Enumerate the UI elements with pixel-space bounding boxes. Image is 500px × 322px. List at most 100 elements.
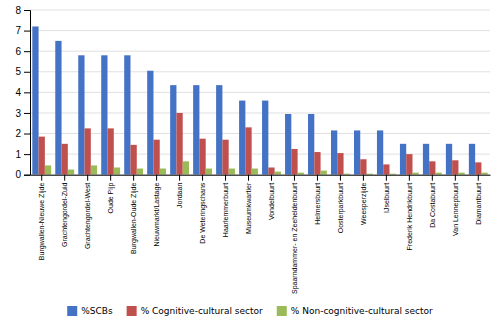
grid-line: [30, 92, 490, 93]
y-tick-mark: [24, 51, 30, 52]
x-tick-mark: [386, 175, 387, 181]
x-tick-label: Van Lennepbuurt: [452, 183, 460, 236]
legend-label: % Cognitive-cultural sector: [141, 306, 263, 316]
bar: [475, 162, 481, 174]
y-tick: 1: [15, 149, 30, 160]
y-tick-label: 4: [15, 87, 21, 98]
x-tick: Burgwallen-Oude Zijde: [130, 175, 138, 254]
x-tick-mark: [202, 175, 203, 181]
bar: [124, 55, 130, 174]
x-tick: Da Costabuurt: [429, 175, 436, 228]
y-axis: 012345678: [15, 5, 30, 181]
grid-line: [30, 30, 490, 31]
bar: [337, 153, 343, 175]
y-tick: 0: [15, 169, 30, 180]
x-tick: Diamantbuurt: [475, 175, 482, 225]
x-tick-label: Vondelbuurt: [268, 183, 275, 220]
bar: [147, 71, 153, 175]
x-tick-label: Spaarndammer- en Zeeheldenbuurt: [291, 183, 299, 294]
x-tick-mark: [317, 175, 318, 181]
y-tick-label: 5: [15, 66, 21, 77]
y-tick-label: 7: [15, 25, 21, 36]
bar: [160, 169, 166, 175]
bar: [390, 174, 396, 175]
bar: [446, 144, 452, 175]
y-tick: 4: [15, 87, 30, 98]
y-tick-mark: [24, 31, 30, 32]
x-tick-mark: [87, 175, 88, 181]
x-tick-label: De Weteringschans: [199, 182, 207, 243]
bar: [229, 169, 235, 175]
y-tick-mark: [24, 113, 30, 114]
legend: %SCBs % Cognitive-cultural sector % Non-co…: [67, 306, 433, 316]
bar: [360, 159, 366, 174]
y-tick-label: 6: [15, 46, 21, 57]
bar: [412, 173, 418, 175]
legend-label: %SCBs: [81, 306, 113, 316]
bar: [222, 140, 228, 175]
x-tick: Frederik Hendrikbuurt: [406, 175, 413, 251]
bar: [239, 101, 245, 175]
y-tick: 7: [15, 25, 30, 36]
x-tick-label: Grachtengordel-Zuid: [61, 183, 69, 247]
bar-series: [39, 113, 482, 175]
x-tick-mark: [248, 175, 249, 181]
x-tick-label: Frederik Hendrikbuurt: [406, 183, 413, 251]
bar: [429, 161, 435, 174]
chart: 012345678Burgwallen-Nieuwe ZijdeGrachten…: [0, 0, 500, 322]
x-tick-label: Nieuwmarkt/Lastage: [153, 183, 161, 247]
grid-line: [30, 51, 490, 52]
y-tick-mark: [24, 154, 30, 155]
x-tick: Oosterparkbuurt: [337, 175, 345, 234]
y-tick: 3: [15, 108, 30, 119]
bar: [206, 169, 212, 175]
y-tick-mark: [24, 72, 30, 73]
x-tick: Oude Pijp: [107, 175, 115, 214]
bar: [452, 160, 458, 174]
bar: [331, 130, 337, 174]
bar: [85, 128, 91, 174]
bar: [354, 130, 360, 174]
grid-line: [30, 71, 490, 72]
x-tick: Grachtengordel-Zuid: [61, 175, 69, 247]
y-tick: 6: [15, 46, 30, 57]
x-tick-label: Oude Pijp: [107, 183, 115, 214]
bar: [130, 145, 136, 175]
x-tick-mark: [363, 175, 364, 181]
legend-item: %SCBs: [67, 306, 113, 316]
bar: [314, 152, 320, 175]
bar: [423, 144, 429, 175]
x-tick-mark: [478, 175, 479, 181]
bar: [308, 114, 314, 175]
y-tick-mark: [24, 10, 30, 11]
x-tick: Spaarndammer- en Zeeheldenbuurt: [291, 175, 299, 294]
bar: [199, 139, 205, 175]
bar: [377, 130, 383, 174]
x-tick: Haarlemmerbuurt: [222, 175, 229, 237]
x-tick-mark: [271, 175, 272, 181]
bar: [252, 169, 258, 175]
bar: [367, 174, 373, 175]
x-tick: Vondelbuurt: [268, 175, 275, 220]
bar: [137, 169, 143, 175]
x-tick-label: Diamantbuurt: [475, 183, 482, 225]
x-tick-label: Burgwallen-Oude Zijde: [130, 183, 138, 254]
bar: [45, 165, 51, 174]
x-tick: Van Lennepbuurt: [452, 175, 460, 236]
y-axis-line: [24, 11, 31, 176]
plot: 012345678: [15, 5, 490, 181]
grid-line: [30, 133, 490, 134]
x-tick: De Weteringschans: [199, 175, 207, 244]
legend-label: % Non-cognitive-cultural sector: [291, 306, 433, 316]
y-tick-mark: [24, 175, 30, 176]
bar: [32, 26, 38, 174]
x-tick: Weesperzijde: [360, 175, 368, 225]
bar: [268, 167, 274, 174]
bar: [275, 172, 281, 175]
legend-item: % Cognitive-cultural sector: [127, 306, 263, 316]
bar: [344, 174, 350, 175]
bar: [62, 144, 68, 175]
legend-item: % Non-cognitive-cultural sector: [277, 306, 433, 316]
x-tick: Nieuwmarkt/Lastage: [153, 175, 161, 247]
bar: [55, 41, 61, 175]
